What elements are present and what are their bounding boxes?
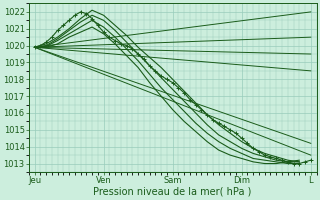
X-axis label: Pression niveau de la mer( hPa ): Pression niveau de la mer( hPa ) (93, 187, 252, 197)
